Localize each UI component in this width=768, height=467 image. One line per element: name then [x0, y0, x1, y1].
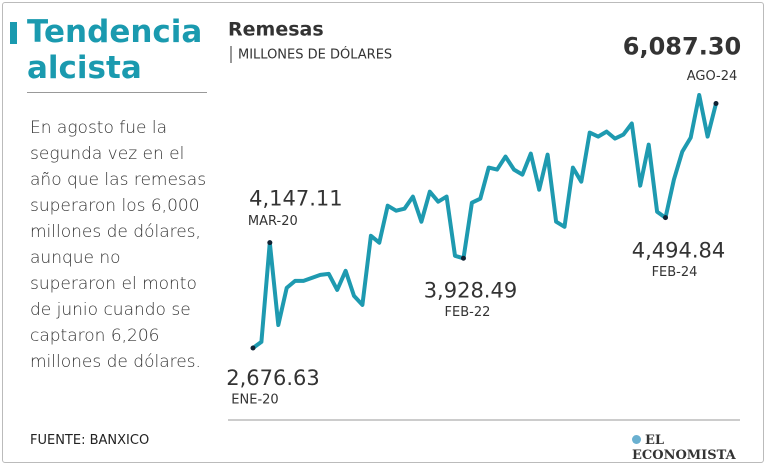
value-label: 6,087.30 [623, 33, 741, 61]
category-label: FEB-24 [652, 265, 698, 280]
point-marker [713, 101, 719, 107]
value-label: 3,928.49 [424, 278, 518, 302]
chart-title: Remesas [228, 19, 324, 41]
divider [27, 92, 207, 93]
value-label: 2,676.63 [226, 366, 320, 390]
point-marker [250, 345, 256, 351]
source: FUENTE: BANXICO [30, 433, 150, 448]
point-marker [267, 240, 273, 246]
frame [2, 2, 764, 463]
body-text: En agosto fue la segunda vez en el año q… [30, 118, 207, 372]
accent-bar [10, 22, 17, 44]
value-label: 4,147.11 [249, 187, 343, 211]
headline: Tendencia alcista [27, 14, 203, 86]
data-line [251, 93, 718, 350]
logo: EL ECONOMISTA [632, 433, 768, 463]
category-label: ENE-20 [231, 393, 278, 408]
category-label: FEB-22 [445, 305, 491, 320]
point-marker [662, 215, 668, 221]
chart-subtitle: MILLONES DE DÓLARES [238, 47, 392, 63]
point-marker [460, 255, 466, 261]
value-label: 4,494.84 [632, 239, 726, 263]
category-label: MAR-20 [248, 214, 298, 229]
category-label: AGO-24 [687, 69, 738, 84]
